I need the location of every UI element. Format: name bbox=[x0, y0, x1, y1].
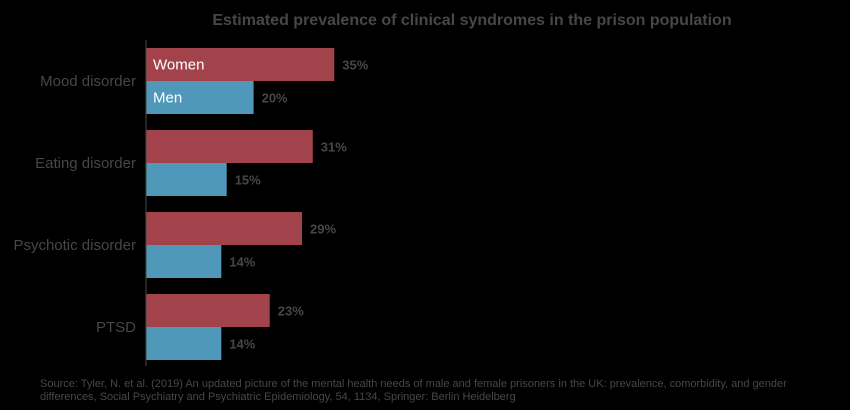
data-label-women-eating-disorder: 31% bbox=[321, 140, 347, 155]
category-label-ptsd: PTSD bbox=[96, 319, 136, 336]
data-label-men-psychotic-disorder: 14% bbox=[229, 255, 255, 270]
data-label-women-mood-disorder: 35% bbox=[342, 58, 368, 73]
bar-women-ptsd bbox=[146, 294, 270, 327]
category-label-mood-disorder: Mood disorder bbox=[40, 73, 136, 90]
source-note: Source: Tyler, N. et al. (2019) An updat… bbox=[40, 378, 787, 403]
bar-men-psychotic-disorder bbox=[146, 245, 222, 278]
bar-men-eating-disorder bbox=[146, 163, 227, 196]
data-label-men-eating-disorder: 15% bbox=[235, 173, 261, 188]
category-label-psychotic-disorder: Psychotic disorder bbox=[13, 237, 136, 254]
category-label-eating-disorder: Eating disorder bbox=[35, 155, 136, 172]
data-label-men-ptsd: 14% bbox=[229, 337, 255, 352]
bar-women-psychotic-disorder bbox=[146, 212, 303, 245]
data-label-women-ptsd: 23% bbox=[278, 304, 304, 319]
data-label-women-psychotic-disorder: 29% bbox=[310, 222, 336, 237]
bar-women-eating-disorder bbox=[146, 130, 313, 163]
bars-layer: Mood disorder 35% Women 20% Men Eating disord… bbox=[13, 40, 369, 366]
chart-title: Estimated prevalence of clinical syndrom… bbox=[212, 12, 731, 29]
bar-women-mood-disorder bbox=[146, 48, 335, 81]
legend-label-men: Men bbox=[153, 90, 182, 107]
legend-label-women: Women bbox=[153, 57, 204, 74]
data-label-men-mood-disorder: 20% bbox=[262, 91, 288, 106]
bar-men-ptsd bbox=[146, 327, 222, 360]
bar-men-mood-disorder bbox=[146, 81, 254, 114]
